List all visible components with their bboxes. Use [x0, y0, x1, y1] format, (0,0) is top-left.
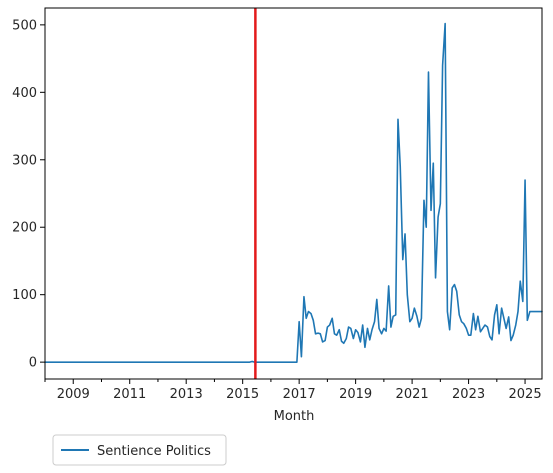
x-tick-label: 2013: [170, 387, 203, 402]
x-axis-title: Month: [274, 409, 315, 424]
x-tick-label: 2015: [226, 387, 259, 402]
x-tick-label: 2025: [509, 387, 542, 402]
y-tick-label: 0: [29, 356, 37, 371]
y-tick-label: 300: [12, 153, 37, 168]
x-tick-label: 2021: [396, 387, 429, 402]
y-tick-label: 400: [12, 86, 37, 101]
x-tick-label: 2011: [113, 387, 146, 402]
x-tick-label: 2009: [57, 387, 90, 402]
x-tick-label: 2023: [452, 387, 485, 402]
y-tick-label: 500: [12, 18, 37, 33]
y-tick-label: 200: [12, 221, 37, 236]
x-tick-label: 2019: [339, 387, 372, 402]
plot-frame: [44, 7, 543, 380]
y-axis: 0 100 200 300 400 500: [12, 18, 45, 371]
x-axis: 2009 2011 2013 2015 2017 2019 2021 2023 2025: [44, 379, 542, 402]
legend: Sentience Politics: [52, 434, 227, 466]
x-tick-label: 2017: [283, 387, 316, 402]
legend-label: Sentience Politics: [97, 444, 211, 459]
legend-box: [52, 434, 227, 466]
series-line-0: [44, 22, 543, 363]
y-tick-label: 100: [12, 288, 37, 303]
plot-area: [44, 7, 543, 380]
